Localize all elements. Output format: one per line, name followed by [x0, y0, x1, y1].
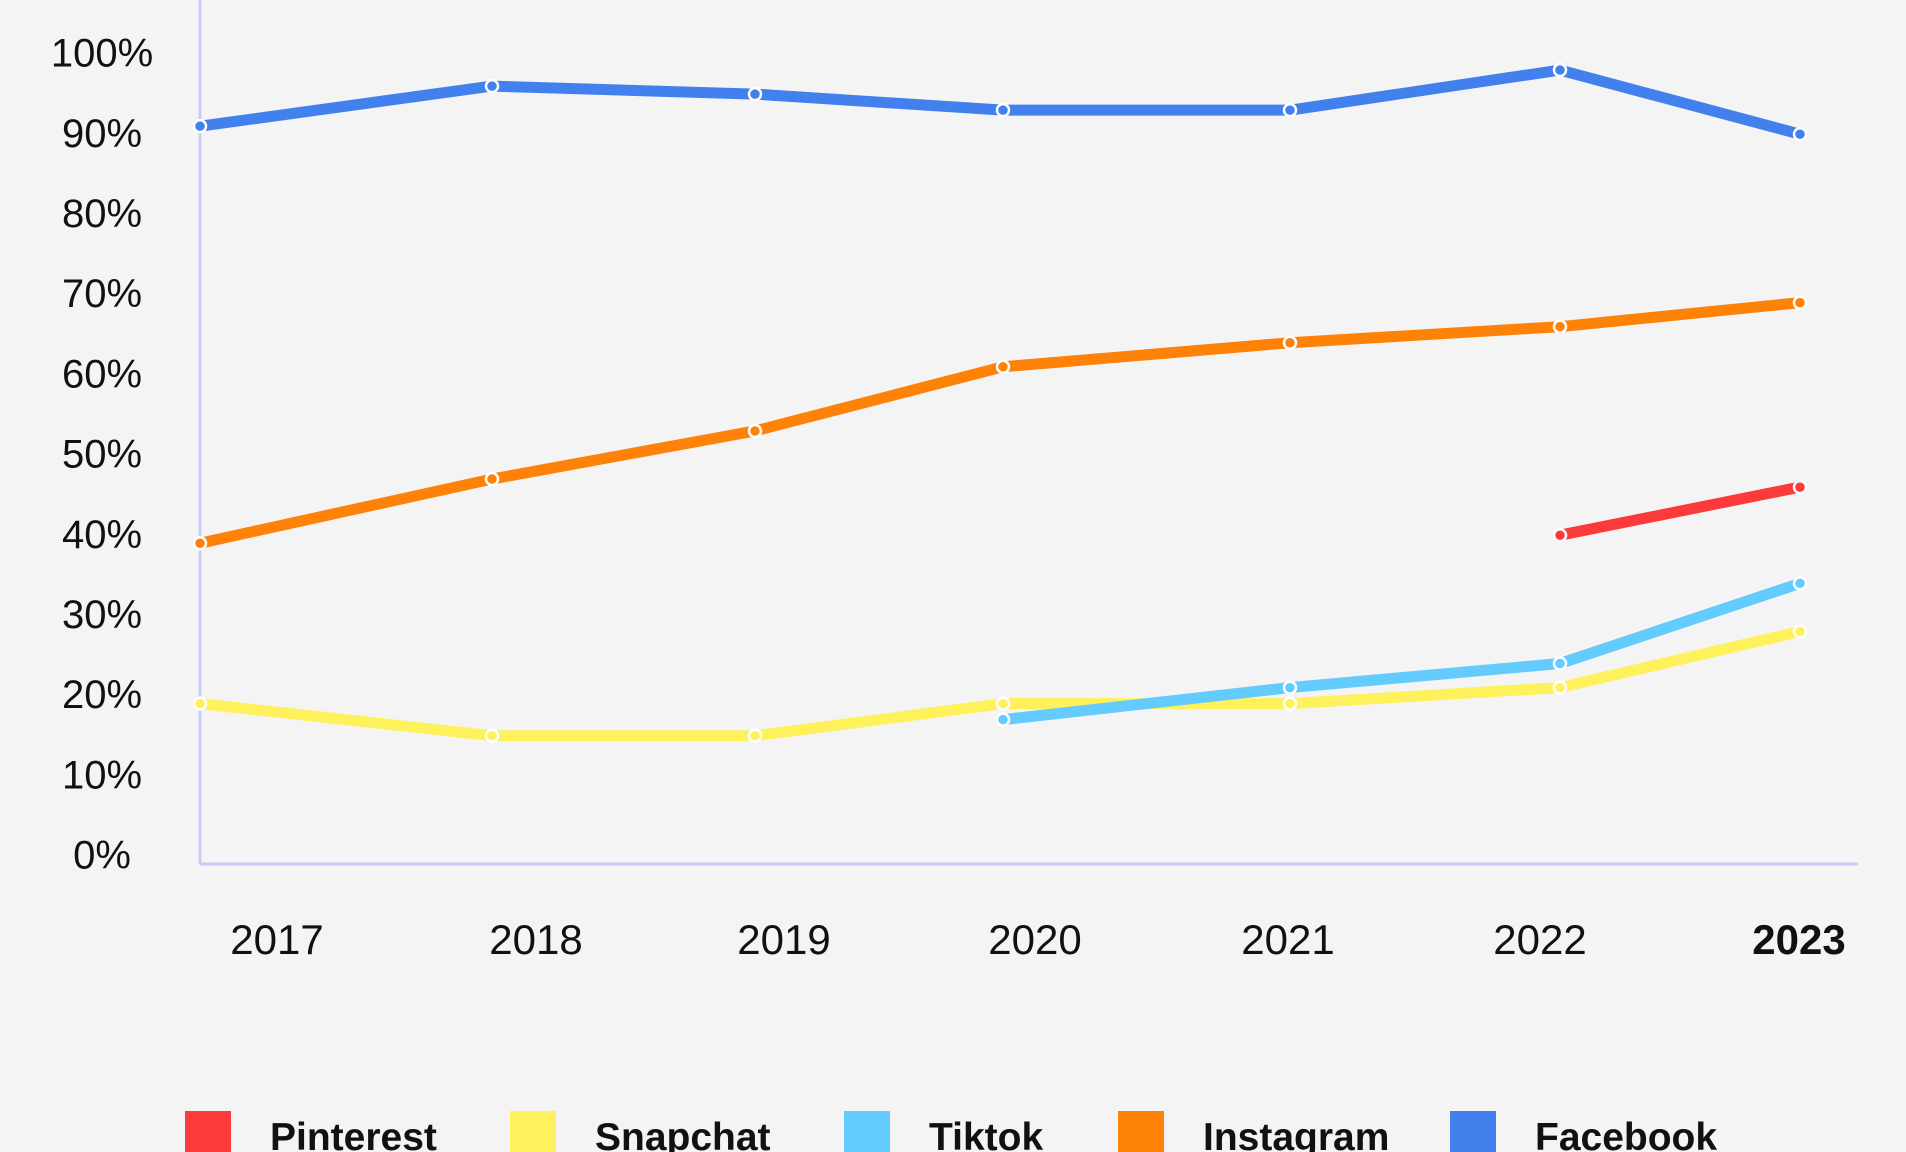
x-tick-label-2020: 2020 [988, 916, 1081, 963]
legend-item-snapchat: Snapchat [510, 1111, 771, 1152]
data-point-facebook-2019 [747, 86, 763, 102]
legend-label-pinterest: Pinterest [270, 1116, 437, 1152]
legend-item-facebook: Facebook [1450, 1111, 1717, 1152]
y-axis-ticks: 0% 10% 20% 30% 40% 50% 60% 70% 80% 90% 100% [51, 32, 153, 878]
legend-item-pinterest: Pinterest [185, 1111, 437, 1152]
y-tick-label-90-: 90% [62, 112, 142, 156]
data-point-tiktok-2021 [1282, 680, 1298, 695]
data-point-instagram-2017 [192, 535, 208, 551]
series-snapchat [192, 624, 1808, 743]
legend-swatch-instagram [1118, 1111, 1164, 1152]
y-tick-label-0-: 0% [73, 834, 131, 878]
x-tick-label-2019: 2019 [737, 916, 830, 963]
data-point-snapchat-2023 [1792, 624, 1808, 639]
y-tick-label-30-: 30% [62, 593, 142, 637]
data-point-facebook-2022 [1552, 62, 1568, 78]
legend-swatch-snapchat [510, 1111, 556, 1152]
series-line-facebook [194, 64, 1806, 140]
data-point-tiktok-2023 [1792, 576, 1808, 591]
y-tick-label-20-: 20% [62, 673, 142, 717]
series-pinterest [1552, 479, 1808, 543]
legend-item-instagram: Instagram [1118, 1111, 1389, 1152]
series-facebook [192, 62, 1808, 142]
data-point-instagram-2020 [995, 359, 1011, 375]
data-point-pinterest-2023 [1792, 479, 1808, 495]
legend-swatch-tiktok [844, 1111, 890, 1152]
data-point-tiktok-2022 [1552, 656, 1568, 671]
x-tick-label-2018: 2018 [489, 916, 582, 963]
data-point-instagram-2021 [1282, 335, 1298, 350]
series-line-pinterest [1554, 481, 1806, 541]
x-tick-label-2023: 2023 [1752, 916, 1845, 963]
legend-label-snapchat: Snapchat [595, 1116, 771, 1152]
data-point-pinterest-2022 [1552, 527, 1568, 543]
data-point-instagram-2023 [1792, 295, 1808, 310]
data-point-instagram-2018 [484, 471, 500, 487]
y-tick-label-80-: 80% [62, 192, 142, 236]
legend-label-instagram: Instagram [1203, 1116, 1389, 1152]
y-tick-label-100-: 100% [51, 32, 153, 76]
legend-item-tiktok: Tiktok [844, 1111, 1043, 1152]
data-point-facebook-2020 [995, 102, 1011, 118]
y-tick-label-60-: 60% [62, 352, 142, 396]
series-line-tiktok [997, 577, 1806, 726]
x-tick-label-2021: 2021 [1241, 916, 1334, 963]
series-instagram [192, 295, 1808, 551]
data-point-snapchat-2020 [995, 696, 1011, 711]
data-point-facebook-2021 [1282, 102, 1298, 118]
legend-label-facebook: Facebook [1535, 1116, 1717, 1152]
axes [198, 0, 1858, 866]
data-point-snapchat-2019 [747, 728, 763, 743]
legend-swatch-facebook [1450, 1111, 1496, 1152]
x-tick-label-2017: 2017 [230, 916, 323, 963]
data-point-instagram-2019 [747, 423, 763, 439]
y-tick-label-50-: 50% [62, 433, 142, 477]
data-point-instagram-2022 [1552, 319, 1568, 334]
series-line-instagram [194, 297, 1806, 549]
series-lines [192, 62, 1808, 743]
series-tiktok [995, 576, 1808, 727]
data-point-facebook-2018 [484, 78, 500, 94]
data-point-tiktok-2020 [995, 712, 1011, 727]
data-point-facebook-2023 [1792, 126, 1808, 142]
data-point-snapchat-2018 [484, 728, 500, 743]
data-point-snapchat-2022 [1552, 680, 1568, 695]
data-point-snapchat-2017 [192, 696, 208, 711]
legend-label-tiktok: Tiktok [929, 1116, 1043, 1152]
x-axis-ticks: 2017 2018 2019 2020 2021 2022 2023 [230, 916, 1845, 963]
y-tick-label-70-: 70% [62, 272, 142, 316]
legend: Pinterest Snapchat Tiktok Instagram Facebook [185, 1111, 1717, 1152]
y-tick-label-10-: 10% [62, 753, 142, 797]
legend-swatch-pinterest [185, 1111, 231, 1152]
x-tick-label-2022: 2022 [1493, 916, 1586, 963]
data-point-snapchat-2021 [1282, 696, 1298, 711]
data-point-facebook-2017 [192, 118, 208, 134]
y-tick-label-40-: 40% [62, 513, 142, 557]
